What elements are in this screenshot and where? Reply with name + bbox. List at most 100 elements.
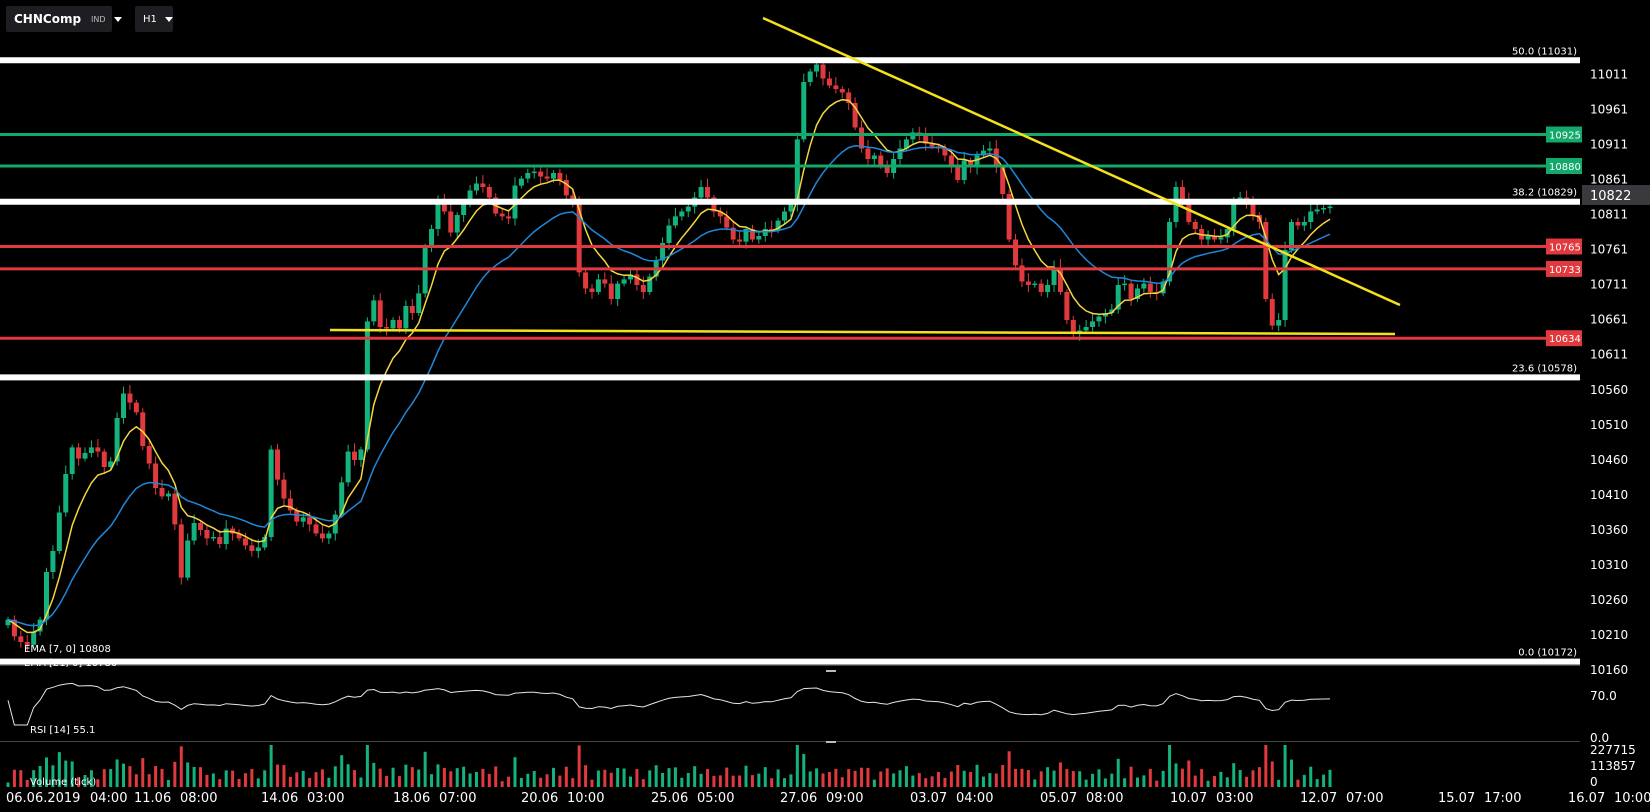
price-tick-label: 10661 (1590, 312, 1628, 326)
volume-bar (1091, 773, 1095, 787)
volume-bar (346, 764, 350, 787)
candle-body (1032, 283, 1038, 286)
candle-body (339, 482, 345, 515)
volume-bar (1142, 775, 1146, 787)
candle-body (1013, 239, 1019, 266)
fib-label: 50.0 (11031) (1512, 46, 1577, 57)
candle-body (833, 85, 839, 89)
candle-body (563, 180, 569, 196)
price-tick-label: 10611 (1590, 347, 1628, 361)
candle-body (557, 173, 563, 180)
volume-bar (430, 774, 434, 787)
candle-body (801, 82, 807, 140)
volume-bar (205, 774, 209, 787)
volume-bar (616, 767, 620, 787)
candle-body (1288, 222, 1294, 250)
candle-body (326, 533, 332, 539)
candle-body (384, 327, 390, 329)
volume-bar (89, 770, 93, 787)
time-tick-time: 10:00 (567, 791, 604, 806)
volume-bar (102, 769, 106, 787)
horizontal-levels: 10925 10880 10765 10733 10634 50.0 (11031) 38.… (0, 46, 1582, 665)
candle-body (1090, 321, 1096, 327)
volume-bar (6, 782, 10, 787)
volume-bar (949, 771, 953, 787)
volume-bar (1225, 777, 1229, 787)
candle-body (769, 229, 775, 231)
candle-body (743, 229, 749, 242)
volume-bar (937, 771, 941, 787)
volume-bar (622, 768, 626, 787)
volume-bars (6, 745, 1332, 787)
volume-bar (519, 777, 523, 787)
volume-bar (154, 766, 158, 787)
time-tick-date: 15.07 (1438, 791, 1475, 806)
candle-body (108, 461, 114, 467)
volume-bar (1039, 771, 1043, 787)
volume-bar (712, 775, 716, 787)
volume-bar (340, 755, 344, 787)
volume-bar (166, 779, 170, 787)
trend-lines (329, 16, 1401, 336)
candle-body (345, 451, 351, 483)
candle-body (756, 236, 762, 240)
volume-bar (269, 745, 273, 787)
volume-bar (892, 773, 896, 787)
volume-bar (417, 769, 421, 787)
symbol-selector[interactable]: CHNComp IND (6, 6, 122, 32)
candle-body (223, 528, 229, 544)
volume-tick-zero: 0 (1590, 775, 1598, 789)
volume-bar (243, 773, 247, 787)
candle-body (878, 155, 884, 166)
candle-body (396, 320, 402, 329)
volume-bar (186, 762, 190, 787)
price-tick-label: 10510 (1590, 418, 1628, 432)
volume-bar (1007, 751, 1011, 787)
candle-body (1167, 222, 1173, 282)
candle-body (352, 451, 358, 460)
volume-bar (738, 775, 742, 787)
candle-body (621, 279, 627, 284)
support-trendline (329, 328, 1396, 336)
candle-body (1057, 267, 1063, 292)
candle-body (1321, 208, 1327, 210)
candle-body (50, 551, 56, 572)
volume-bar (231, 770, 235, 787)
candle-body (1019, 265, 1025, 282)
volume-bar (994, 773, 998, 787)
level-tag-label: 10733 (1549, 265, 1581, 276)
separator-handle (826, 670, 836, 672)
volume-bar (500, 781, 504, 787)
volume-bar (667, 768, 671, 787)
time-tick-date: 20.06 (521, 791, 558, 806)
pane-separator (0, 741, 1580, 742)
candle-body (775, 220, 781, 231)
candle-body (287, 498, 293, 511)
volume-bar (673, 767, 677, 787)
volume-bar (757, 773, 761, 787)
volume-bar (1071, 771, 1075, 787)
candle-body (1006, 194, 1012, 240)
timeframe-selector[interactable]: H1 (135, 6, 173, 32)
candle-body (268, 449, 274, 537)
price-tick-label: 10310 (1590, 558, 1628, 572)
volume-tick-mid: 113857 (1590, 759, 1636, 773)
time-axis: 06.06.2019 04:00 11.06 08:00 14.06 03:00 18.06… (6, 791, 1650, 806)
volume-bar (1014, 768, 1018, 787)
candle-body (897, 148, 903, 159)
price-axis: 11011 10961 10911 10861 10811 10761 10711 10661… (1590, 67, 1628, 677)
volume-bar (1328, 769, 1332, 787)
volume-bar (404, 764, 408, 787)
candle-body (1314, 209, 1320, 212)
candle-body (980, 150, 986, 156)
volume-bar (70, 761, 74, 787)
volume-bar (1206, 780, 1210, 787)
volume-bar (19, 770, 23, 787)
volume-bar (551, 767, 555, 787)
candle-body (1096, 316, 1102, 322)
candle-body (204, 530, 210, 539)
volume-bar (789, 774, 793, 787)
price-tick-label: 10260 (1590, 593, 1628, 607)
volume-bar (365, 745, 369, 787)
